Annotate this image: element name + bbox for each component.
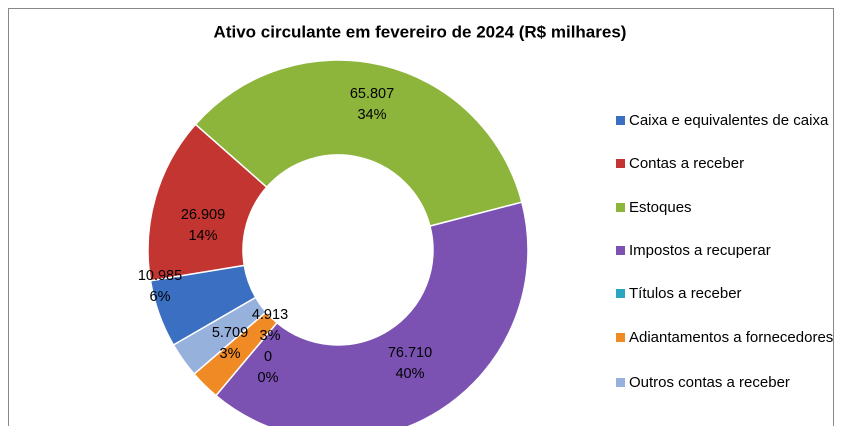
- data-label-value: 65.807: [350, 86, 394, 102]
- legend-swatch: [616, 378, 625, 387]
- legend-label: Caixa e equivalentes de caixa: [629, 112, 829, 129]
- data-label-value: 10.985: [138, 268, 182, 284]
- legend-label: Outros contas a receber: [629, 374, 790, 391]
- legend-label: Impostos a recuperar: [629, 242, 771, 259]
- legend-item: Impostos a recuperar: [616, 241, 836, 261]
- data-label-percent: 40%: [395, 366, 424, 382]
- legend-label: Adiantamentos a fornecedores: [629, 329, 834, 346]
- data-label-value: 0: [264, 349, 272, 365]
- legend-item: Estoques: [616, 198, 836, 218]
- data-label-percent: 3%: [260, 328, 281, 344]
- legend-item: Contas a receber: [616, 154, 836, 174]
- data-label-value: 26.909: [181, 207, 225, 223]
- data-label-percent: 14%: [188, 228, 217, 244]
- legend-label: Contas a receber: [629, 155, 745, 172]
- donut-slice: [172, 296, 268, 376]
- legend-label: Títulos a receber: [629, 285, 742, 302]
- legend-item: Caixa e equivalentes de caixa: [616, 111, 836, 131]
- legend-swatch: [616, 203, 625, 212]
- legend-item: Títulos a receber: [616, 284, 836, 304]
- data-label-percent: 34%: [357, 107, 386, 123]
- data-label-value: 76.710: [388, 345, 432, 361]
- legend-swatch: [616, 116, 625, 125]
- legend-item: Adiantamentos a fornecedores: [616, 328, 836, 348]
- data-label-percent: 6%: [150, 289, 171, 305]
- legend-swatch: [616, 333, 625, 342]
- legend-swatch: [616, 159, 625, 168]
- legend-swatch: [616, 289, 625, 298]
- data-label-value: 5.709: [212, 325, 248, 341]
- data-label-percent: 0%: [258, 370, 279, 386]
- data-label-value: 4.913: [252, 307, 288, 323]
- data-label-percent: 3%: [220, 346, 241, 362]
- legend-swatch: [616, 246, 625, 255]
- donut-slice: [194, 59, 523, 228]
- legend-item: Outros contas a receber: [616, 373, 836, 393]
- chart-title: Ativo circulante em fevereiro de 2024 (R…: [214, 22, 627, 41]
- legend-label: Estoques: [629, 199, 692, 216]
- donut-slice: [214, 201, 529, 426]
